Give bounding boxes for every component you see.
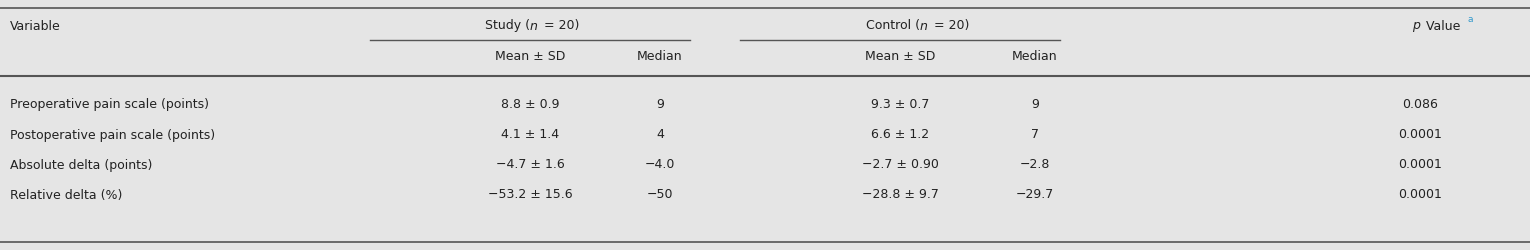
Text: p: p	[1412, 20, 1420, 32]
Text: n: n	[529, 20, 539, 32]
Text: −4.7 ± 1.6: −4.7 ± 1.6	[496, 158, 565, 172]
Text: −53.2 ± 15.6: −53.2 ± 15.6	[488, 188, 572, 202]
Text: 6.6 ± 1.2: 6.6 ± 1.2	[871, 128, 929, 141]
Text: Study (: Study (	[485, 20, 529, 32]
Text: 0.0001: 0.0001	[1398, 158, 1441, 172]
Text: −28.8 ± 9.7: −28.8 ± 9.7	[861, 188, 938, 202]
Text: Value: Value	[1421, 20, 1460, 32]
Text: Relative delta (%): Relative delta (%)	[11, 188, 122, 202]
Text: 0.0001: 0.0001	[1398, 188, 1441, 202]
Text: 9: 9	[1031, 98, 1039, 112]
Text: = 20): = 20)	[540, 20, 580, 32]
Text: Median: Median	[636, 50, 682, 64]
Text: −2.8: −2.8	[1021, 158, 1050, 172]
Text: 0.0001: 0.0001	[1398, 128, 1441, 141]
Text: Postoperative pain scale (points): Postoperative pain scale (points)	[11, 128, 216, 141]
Text: Mean ± SD: Mean ± SD	[864, 50, 935, 64]
Text: 9: 9	[656, 98, 664, 112]
Text: Variable: Variable	[11, 20, 61, 32]
Text: a: a	[1467, 14, 1473, 24]
Text: 9.3 ± 0.7: 9.3 ± 0.7	[871, 98, 929, 112]
Text: 4: 4	[656, 128, 664, 141]
Text: Preoperative pain scale (points): Preoperative pain scale (points)	[11, 98, 210, 112]
Text: 8.8 ± 0.9: 8.8 ± 0.9	[500, 98, 560, 112]
Text: = 20): = 20)	[930, 20, 970, 32]
Text: −29.7: −29.7	[1016, 188, 1054, 202]
Text: Control (: Control (	[866, 20, 920, 32]
Text: Median: Median	[1013, 50, 1057, 64]
Text: Absolute delta (points): Absolute delta (points)	[11, 158, 153, 172]
Text: 4.1 ± 1.4: 4.1 ± 1.4	[500, 128, 558, 141]
Text: −4.0: −4.0	[644, 158, 675, 172]
Text: −2.7 ± 0.90: −2.7 ± 0.90	[861, 158, 938, 172]
Text: 0.086: 0.086	[1401, 98, 1438, 112]
Text: 7: 7	[1031, 128, 1039, 141]
Text: −50: −50	[647, 188, 673, 202]
Text: n: n	[920, 20, 927, 32]
Text: Mean ± SD: Mean ± SD	[494, 50, 565, 64]
